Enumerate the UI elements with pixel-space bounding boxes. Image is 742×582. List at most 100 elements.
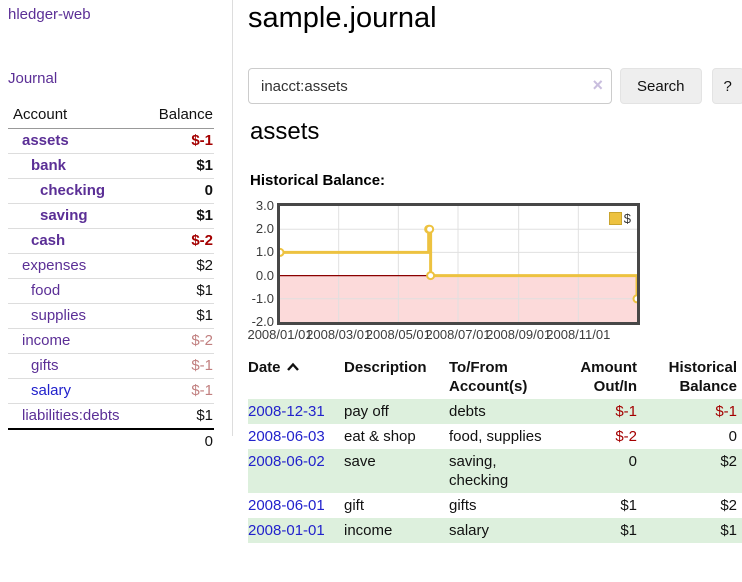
x-tick-label: 2008/03/01 [306,327,372,342]
account-balance-value: $1 [141,153,214,179]
account-balance-value: $-2 [141,228,214,254]
sidebar-account-link[interactable]: checking [40,182,106,199]
y-tick-label: 0.0 [255,267,274,283]
transaction-row: 2008-12-31 pay off debts $-1 $-1 [248,399,742,424]
register-column-date[interactable]: Date [248,356,344,399]
transaction-amount: $-2 [615,428,637,445]
x-tick-label: 2008/09/01 [486,327,552,342]
x-tick-label: 2008/01/01 [247,327,313,342]
account-balance-value: $1 [141,403,214,429]
sidebar-account-link[interactable]: assets [22,132,69,149]
y-tick-label: 2.0 [255,221,274,237]
transaction-description: eat & shop [344,428,416,445]
sidebar-account-link[interactable]: liabilities:debts [22,407,120,424]
series-label: $ [623,211,631,226]
y-tick-label: 3.0 [255,198,274,213]
transaction-amount: 0 [628,453,637,470]
series-swatch-icon [608,212,622,225]
account-row: salary $-1 [8,378,214,404]
account-heading: assets [250,118,320,145]
sidebar-account-link[interactable]: expenses [22,257,87,274]
search-button[interactable]: Search [620,68,702,104]
transaction-description: save [344,453,376,470]
sidebar-account-link[interactable]: salary [31,382,72,399]
transaction-date-link[interactable]: 2008-06-01 [248,497,325,514]
account-balance-value: $-1 [141,353,214,379]
transaction-date-link[interactable]: 2008-01-01 [248,522,325,539]
chart-title: Historical Balance: [250,172,386,189]
sidebar-account-link[interactable]: gifts [31,357,59,374]
sidebar-account-link[interactable]: saving [40,207,88,224]
clear-search-icon[interactable]: × [592,75,603,95]
sidebar-account-link[interactable]: bank [31,157,67,174]
account-row: gifts $-1 [8,353,214,379]
account-row: checking 0 [8,178,214,204]
x-tick-label: 2008/07/01 [425,327,491,342]
search-form: × Search ? [248,68,742,104]
sidebar-account-link[interactable]: food [31,282,61,299]
transaction-accounts: saving, checking [449,453,509,489]
sidebar: hledger-web Journal Account Balance asse… [0,0,233,454]
account-balance-value: 0 [141,178,214,204]
transaction-description: income [344,522,393,539]
account-balance-value: $-1 [141,378,214,404]
chart-legend: $ [607,211,632,226]
transaction-date-link[interactable]: 2008-06-03 [248,428,325,445]
account-row: liabilities:debts $1 [8,403,214,429]
y-tick-label: 1.0 [255,244,274,260]
x-tick-label: 2008/11/01 [546,327,611,342]
account-row: assets $-1 [8,129,214,154]
register-column-to-from-account-s-: To/From Account(s) [449,359,528,395]
transaction-description: gift [344,497,365,514]
account-row: supplies $1 [8,303,214,329]
chart-canvas [280,206,637,322]
account-row: income $-2 [8,328,214,354]
transaction-row: 2008-06-03 eat & shop food, supplies $-2 0 [248,424,742,449]
sidebar-item-journal[interactable]: Journal [8,70,58,87]
transaction-amount: $1 [620,497,637,514]
page-title: sample.journal [248,2,437,34]
transaction-date-link[interactable]: 2008-06-02 [248,453,325,470]
sort-ascending-icon [286,362,299,371]
account-row: food $1 [8,278,214,304]
transaction-accounts: debts [449,403,486,420]
transaction-row: 2008-06-01 gift gifts $1 $2 [248,493,742,518]
brand-link[interactable]: hledger-web [8,6,91,23]
transaction-date-link[interactable]: 2008-12-31 [248,403,325,420]
y-tick-label: -1.0 [251,290,274,306]
transaction-description: pay off [344,403,389,420]
historical-balance-chart: 3.0 2.0 1.0 0.0 -1.0 -2.0 $ 2008/01/01 2008/03… [247,199,648,345]
sidebar-account-link[interactable]: income [22,332,71,349]
x-tick-label: 2008/05/01 [365,327,431,342]
account-row: bank $1 [8,153,214,179]
account-balance-value: $1 [141,303,214,329]
transaction-accounts: food, supplies [449,428,542,445]
main-content: sample.journal × Search ? assets Histori… [247,0,742,582]
transaction-row: 2008-01-01 income salary $1 $1 [248,518,742,543]
transaction-accounts: gifts [449,497,477,514]
chart-plot-area: $ [277,203,640,325]
y-tick-label: -2.0 [251,314,274,329]
sidebar-account-link[interactable]: cash [31,232,66,249]
account-row: saving $1 [8,203,214,229]
accounts-column-balance: Balance [141,102,214,129]
transaction-balance: $2 [720,497,737,514]
account-balance-value: $-2 [141,328,214,354]
account-balance-value: $1 [141,278,214,304]
transaction-amount: $1 [620,522,637,539]
register-column-historical-balance: Historical Balance [668,359,737,395]
help-button[interactable]: ? [711,68,742,104]
register-column-amount-out-in: Amount Out/In [580,359,637,395]
account-row: expenses $2 [8,253,214,279]
account-balance-value: $2 [141,253,214,279]
accounts-total-value: 0 [141,428,214,454]
register-column-description: Description [344,359,427,376]
sidebar-account-link[interactable]: supplies [31,307,87,324]
transaction-row: 2008-06-02 save saving, checking 0 $2 [248,449,742,493]
accounts-balance-table: Account Balance assets $-1 bank $1 checking 0… [8,102,214,454]
accounts-total-row: 0 [8,428,214,454]
transaction-balance: $1 [720,522,737,539]
transaction-amount: $-1 [615,403,637,420]
search-input[interactable] [248,68,612,104]
account-balance-value: $1 [141,203,214,229]
